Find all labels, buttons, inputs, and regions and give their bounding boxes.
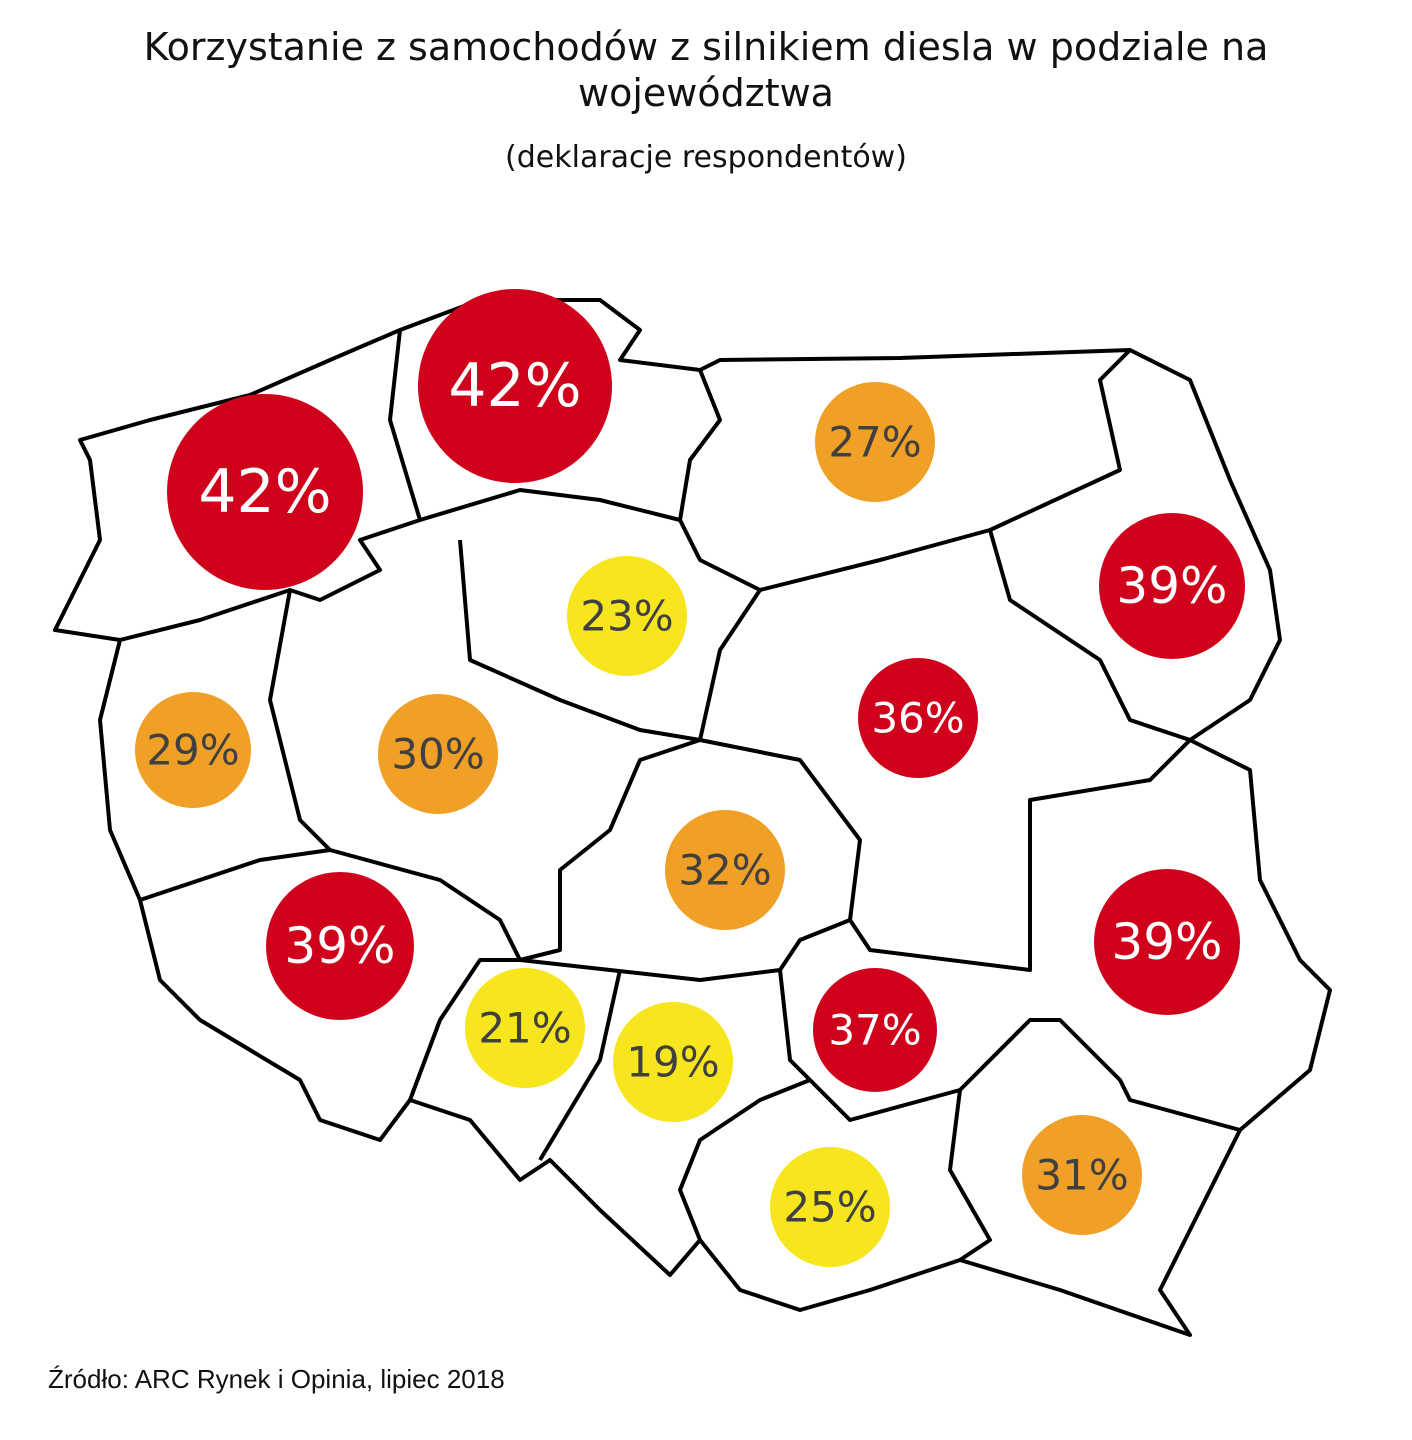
region-label: 42% [448, 351, 581, 421]
region-bubble [266, 872, 414, 1020]
border [268, 589, 701, 962]
region-bubble [1099, 513, 1245, 659]
region-bubble [1094, 869, 1240, 1015]
region-label: 39% [1116, 557, 1227, 615]
border [458, 539, 762, 742]
region-label: 27% [828, 418, 921, 467]
border [538, 969, 622, 1162]
region-bubble [613, 1002, 733, 1122]
region-label: 42% [198, 457, 331, 527]
region-label: 32% [678, 846, 771, 895]
region-bubble [378, 694, 498, 814]
region-bubble [815, 382, 935, 502]
region-bubble [465, 968, 585, 1088]
region-label: 29% [146, 726, 239, 775]
border [988, 529, 1191, 742]
border [139, 848, 331, 902]
region-bubble [665, 810, 785, 930]
region-label: 30% [391, 730, 484, 779]
region-bubble [135, 692, 251, 808]
region-bubble [770, 1147, 890, 1267]
region-label: 21% [478, 1004, 571, 1053]
source: Źródło: ARC Rynek i Opinia, lipiec 2018 [48, 1364, 505, 1394]
region-label: 36% [871, 694, 964, 743]
region-label: 25% [783, 1183, 876, 1232]
country-outline [53, 298, 1332, 1337]
region-label: 39% [284, 917, 395, 975]
border [948, 1089, 992, 1262]
region-label: 39% [1111, 913, 1222, 971]
title: Korzystanie z samochodów z silnikiem die… [143, 25, 1269, 115]
border [519, 918, 851, 982]
border [678, 369, 722, 521]
region-bubble [813, 968, 937, 1092]
border [678, 969, 812, 1241]
subtitle: (deklaracje respondentów) [505, 140, 907, 175]
region-label: 19% [626, 1038, 719, 1087]
region-bubble [567, 556, 687, 676]
region-bubble [1022, 1115, 1142, 1235]
region-bubble [167, 394, 363, 590]
region-label: 23% [580, 592, 673, 641]
border [119, 329, 422, 642]
border [808, 1018, 1241, 1132]
border [408, 958, 520, 1101]
region-bubble [418, 289, 612, 483]
region-label: 31% [1035, 1151, 1128, 1200]
border [699, 738, 1192, 972]
region-label: 37% [828, 1006, 921, 1055]
region-bubble [858, 658, 978, 778]
